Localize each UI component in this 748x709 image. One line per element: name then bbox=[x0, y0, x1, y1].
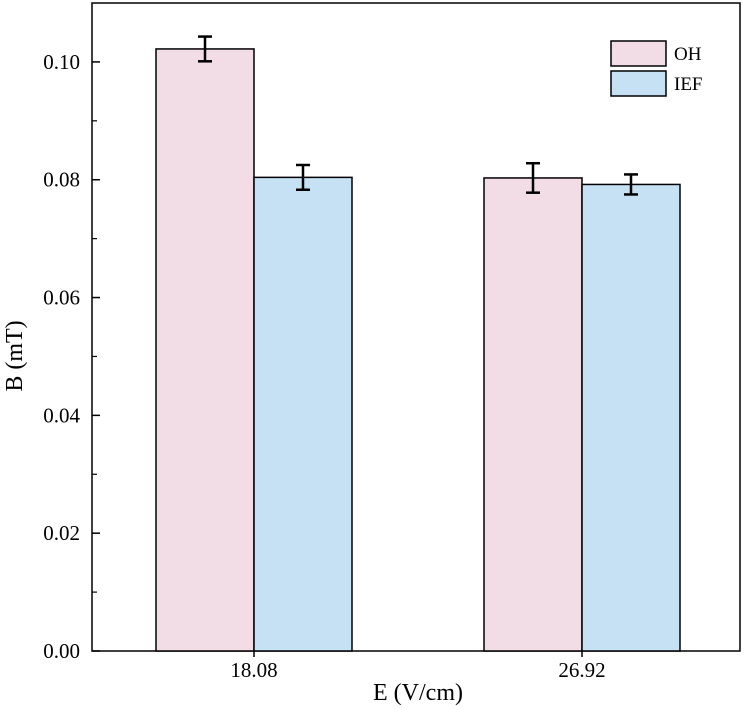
y-axis-ticks: 0.00 0.02 0.04 0.06 0.08 0.10 bbox=[43, 50, 100, 663]
legend-label-ief: IEF bbox=[674, 74, 703, 95]
legend-swatch-ief bbox=[610, 70, 667, 97]
y-tick-label: 0.04 bbox=[43, 403, 80, 427]
y-tick-label: 0.06 bbox=[43, 286, 80, 310]
y-tick-label: 0.00 bbox=[43, 639, 80, 663]
x-axis-ticks: 18.08 26.92 bbox=[230, 651, 606, 682]
bar-ief-18-08 bbox=[253, 176, 353, 652]
y-tick-label: 0.02 bbox=[43, 521, 80, 545]
x-tick-label: 26.92 bbox=[558, 658, 605, 682]
y-tick-label: 0.08 bbox=[43, 168, 80, 192]
legend-label-oh: OH bbox=[674, 44, 702, 65]
plot-frame bbox=[91, 2, 741, 652]
legend-swatch-oh bbox=[610, 40, 667, 67]
bar-oh-26-92 bbox=[483, 177, 583, 652]
x-axis-title: E (V/cm) bbox=[373, 680, 463, 706]
bar-oh-18-08 bbox=[155, 48, 255, 652]
y-axis-title: B (mT) bbox=[2, 320, 28, 391]
bar-group bbox=[155, 35, 681, 652]
plot-border bbox=[91, 2, 741, 652]
y-tick-label: 0.10 bbox=[43, 50, 80, 74]
legend: OH IEF bbox=[610, 40, 703, 97]
x-tick-label: 18.08 bbox=[230, 658, 277, 682]
bar-ief-26-92 bbox=[581, 183, 681, 652]
